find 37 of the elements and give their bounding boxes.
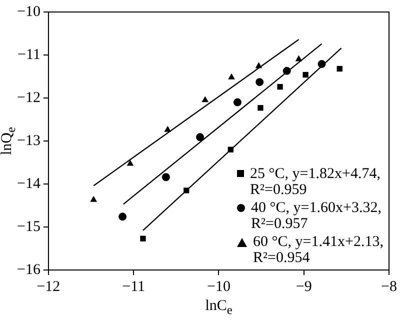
x-tick-label: −12 [36, 278, 60, 295]
point [202, 96, 209, 102]
x-tick-label: −8 [381, 278, 398, 295]
legend-label: 40 °C, y=1.60x+3.32, R²=0.957 [251, 200, 382, 232]
legend-label: 25 °C, y=1.82x+4.74, R²=0.959 [250, 166, 382, 198]
point [184, 188, 190, 194]
point [228, 146, 234, 152]
y-tick-label: −14 [16, 176, 41, 192]
point [126, 160, 134, 166]
x-axis-title: lnC$_{e}$ [205, 298, 232, 318]
y-tick-label: −13 [16, 132, 40, 149]
point [118, 212, 127, 221]
point [318, 60, 326, 68]
point [140, 236, 146, 242]
point [295, 55, 302, 62]
x-tick-label: −9 [296, 278, 312, 295]
point [336, 66, 342, 72]
x-tick-label: −11 [122, 278, 146, 295]
point [228, 73, 235, 80]
point [256, 78, 264, 86]
y-tick-label: −10 [16, 4, 40, 20]
point [162, 173, 170, 182]
point [282, 66, 291, 75]
point [277, 84, 283, 90]
x-tick-label: −10 [207, 278, 230, 295]
point [302, 72, 308, 78]
point [164, 126, 172, 132]
point [90, 196, 98, 202]
legend-label: 60 °C, y=1.41x+2.13, R²=0.954 [253, 234, 384, 266]
point [258, 105, 264, 111]
point [255, 62, 262, 68]
y-tick-label: −16 [16, 262, 41, 278]
point [233, 98, 242, 106]
y-tick-label: −11 [18, 46, 40, 63]
point [196, 133, 204, 142]
y-tick-label: −15 [16, 218, 40, 235]
y-tick-label: −12 [16, 90, 40, 106]
